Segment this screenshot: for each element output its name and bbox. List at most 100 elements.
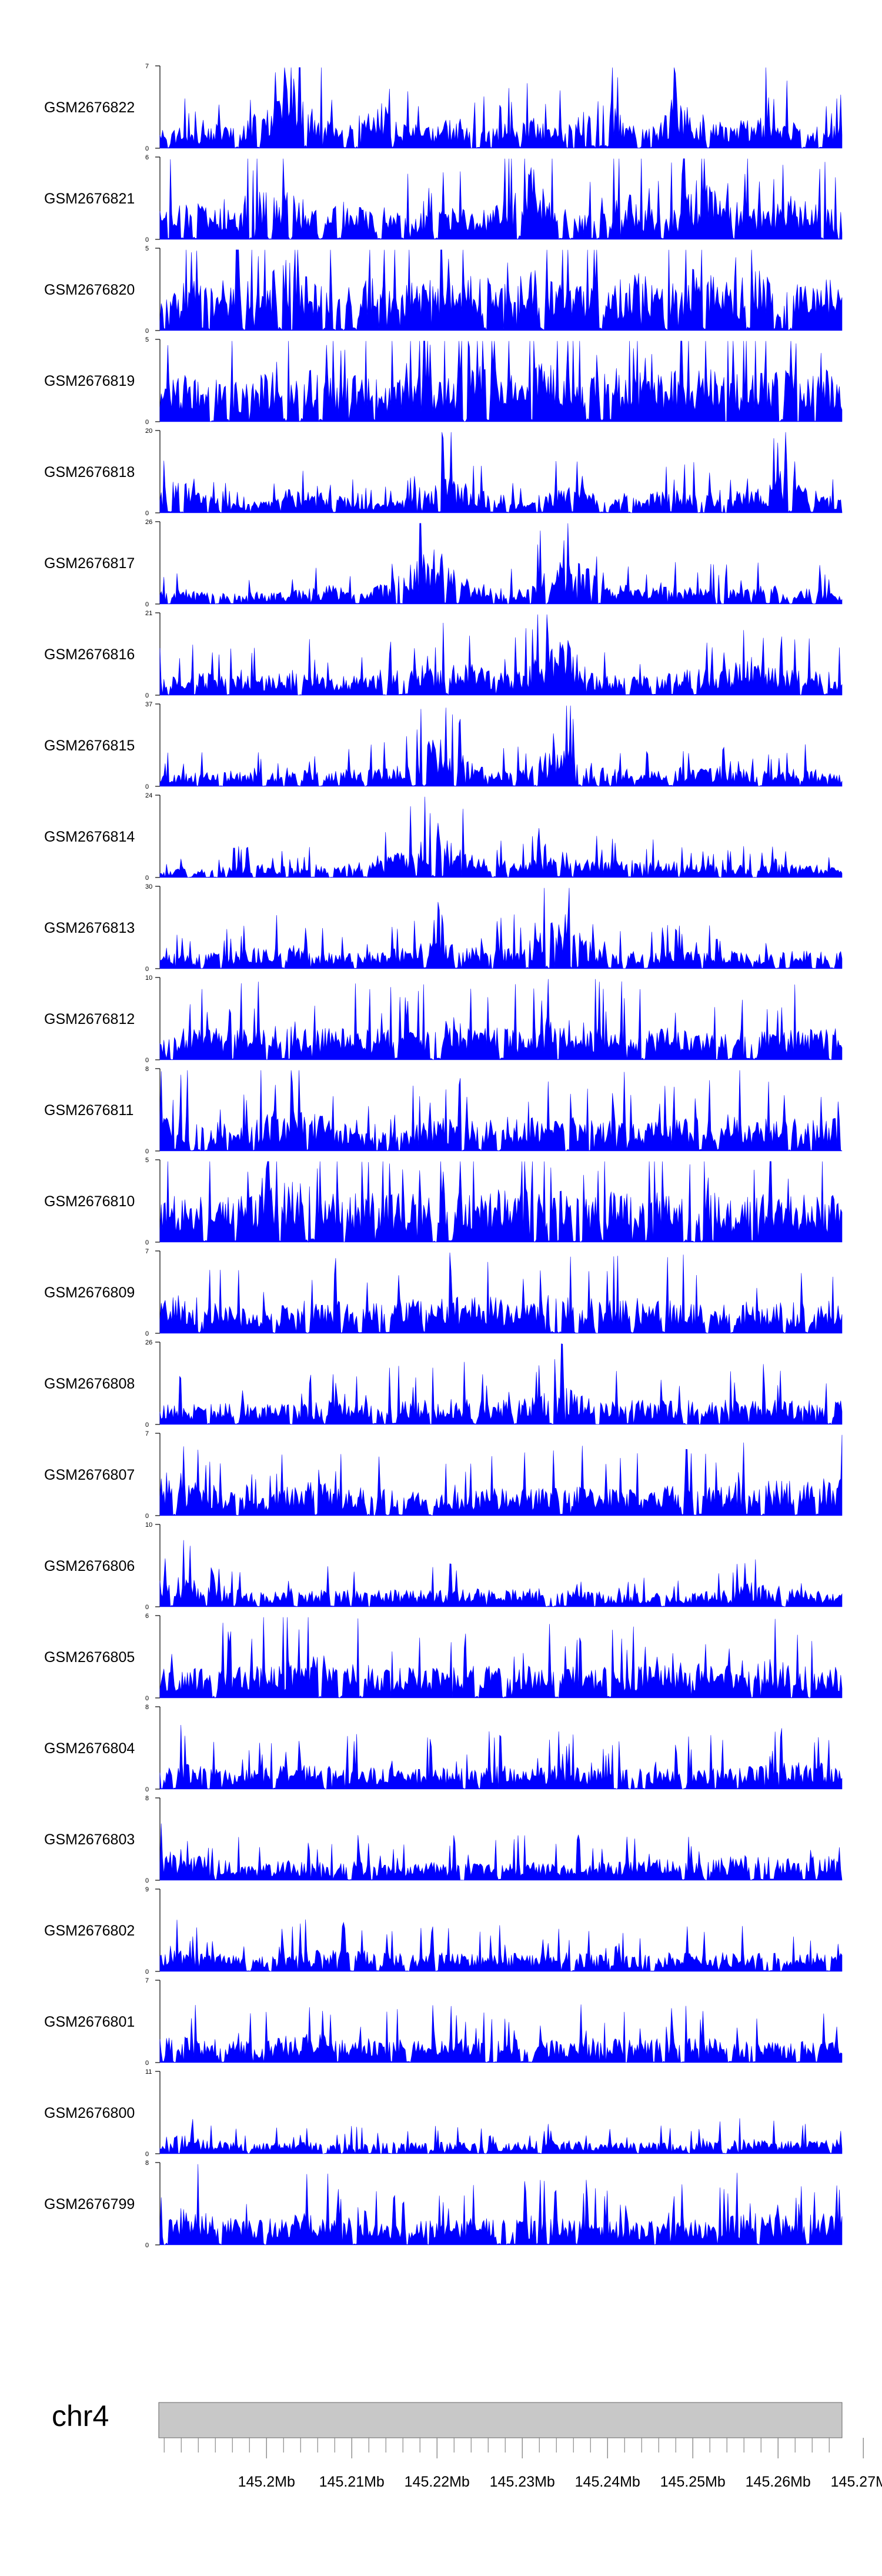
track-label: GSM2676813: [44, 920, 135, 936]
y-max-label: 30: [145, 883, 152, 890]
coverage-area: [159, 1617, 843, 1699]
coverage-track: GSM2676802 9 0: [44, 1886, 843, 1976]
coverage-track: GSM2676817 26 0: [44, 519, 843, 608]
y-min-label: 0: [145, 783, 149, 790]
coverage-area: [159, 523, 843, 605]
y-min-label: 0: [145, 1422, 149, 1429]
y-max-label: 10: [145, 1521, 152, 1529]
y-min-label: 0: [145, 1968, 149, 1976]
y-max-label: 9: [145, 1886, 149, 1893]
genome-tick-label: 145.23Mb: [490, 2474, 555, 2490]
track-label: GSM2676807: [44, 1467, 135, 1483]
y-min-label: 0: [145, 1695, 149, 1702]
coverage-track: GSM2676804 8 0: [44, 1704, 843, 1793]
chromosome-ideogram: [158, 2402, 843, 2438]
y-min-label: 0: [145, 2060, 149, 2067]
track-label: GSM2676810: [44, 1193, 135, 1210]
y-min-label: 0: [145, 692, 149, 699]
y-max-label: 7: [145, 1977, 149, 1984]
coverage-track: GSM2676805 6 0: [44, 1613, 843, 1702]
y-min-label: 0: [145, 236, 149, 243]
genome-axis: chr4 145.2Mb 145.21Mb 145.22Mb 145.23Mb 145.…: [52, 2400, 882, 2490]
coverage-track: GSM2676800 11 0: [44, 2068, 843, 2158]
y-min-label: 0: [145, 1330, 149, 1337]
y-max-label: 7: [145, 63, 149, 70]
genome-tick-label: 145.25Mb: [660, 2474, 726, 2490]
y-min-label: 0: [145, 419, 149, 426]
coverage-area: [159, 1161, 843, 1243]
y-max-label: 8: [145, 1795, 149, 1802]
coverage-track: GSM2676814 24 0: [44, 792, 843, 882]
y-max-label: 21: [145, 610, 152, 617]
y-max-label: 5: [145, 336, 149, 343]
track-label: GSM2676820: [44, 282, 135, 298]
y-max-label: 8: [145, 1066, 149, 1073]
y-min-label: 0: [145, 1604, 149, 1611]
coverage-area: [159, 1724, 843, 1790]
coverage-area: [159, 1070, 843, 1152]
track-label: GSM2676812: [44, 1011, 135, 1027]
coverage-area: [159, 614, 843, 696]
coverage-tracks: GSM267682270GSM267682160GSM267682050GSM2…: [44, 63, 843, 2249]
coverage-area: [159, 2118, 843, 2154]
y-min-label: 0: [145, 2242, 149, 2249]
coverage-area: [159, 2004, 843, 2063]
coverage-track: GSM2676820 5 0: [44, 245, 843, 335]
track-label: GSM2676800: [44, 2105, 135, 2121]
coverage-track: GSM2676810 5 0: [44, 1157, 843, 1246]
coverage-track: GSM2676803 8 0: [44, 1795, 843, 1884]
track-label: GSM2676821: [44, 191, 135, 207]
coverage-area: [159, 432, 843, 513]
y-max-label: 6: [145, 1613, 149, 1620]
y-min-label: 0: [145, 328, 149, 335]
coverage-area: [159, 158, 843, 240]
track-label: GSM2676816: [44, 646, 135, 663]
coverage-area: [159, 67, 843, 149]
track-label: GSM2676818: [44, 464, 135, 481]
track-label: GSM2676799: [44, 2196, 135, 2213]
y-max-label: 37: [145, 701, 152, 708]
track-label: GSM2676817: [44, 555, 135, 572]
coverage-track: GSM2676821 6 0: [44, 154, 843, 243]
genome-tick-label: 145.26Mb: [746, 2474, 811, 2490]
y-max-label: 8: [145, 1704, 149, 1711]
y-max-label: 24: [145, 792, 152, 799]
coverage-area: [159, 887, 843, 969]
coverage-area: [159, 705, 843, 787]
coverage-area: [159, 1343, 843, 1425]
coverage-area: [159, 1823, 843, 1881]
track-label: GSM2676808: [44, 1376, 135, 1392]
y-max-label: 6: [145, 154, 149, 161]
coverage-track: GSM2676818 20 0: [44, 428, 843, 517]
coverage-track: GSM2676813 30 0: [44, 883, 843, 973]
track-label: GSM2676802: [44, 1923, 135, 1939]
y-max-label: 11: [145, 2068, 152, 2076]
y-min-label: 0: [145, 145, 149, 152]
track-label: GSM2676814: [44, 829, 135, 845]
y-min-label: 0: [145, 510, 149, 517]
track-label: GSM2676815: [44, 738, 135, 754]
chromosome-label: chr4: [52, 2400, 109, 2432]
coverage-area: [159, 1919, 843, 1972]
coverage-area: [159, 2164, 843, 2245]
coverage-track: GSM2676819 5 0: [44, 336, 843, 426]
coverage-track: GSM2676822 7 0: [44, 63, 843, 152]
y-min-label: 0: [145, 1148, 149, 1155]
y-max-label: 5: [145, 1157, 149, 1164]
coverage-area: [159, 796, 843, 878]
coverage-track: GSM2676811 8 0: [44, 1066, 843, 1155]
y-min-label: 0: [145, 2151, 149, 2158]
y-max-label: 5: [145, 245, 149, 252]
track-label: GSM2676805: [44, 1649, 135, 1666]
coverage-track: GSM2676815 37 0: [44, 701, 843, 790]
genome-tick-label: 145.2Mb: [238, 2474, 295, 2490]
y-max-label: 7: [145, 1430, 149, 1437]
coverage-track: GSM2676801 7 0: [44, 1977, 843, 2067]
genome-tick-label: 145.24Mb: [575, 2474, 640, 2490]
track-label: GSM2676801: [44, 2014, 135, 2030]
y-min-label: 0: [145, 966, 149, 973]
y-min-label: 0: [145, 875, 149, 882]
genome-ticks: 145.2Mb 145.21Mb 145.22Mb 145.23Mb 145.24Mb 1…: [163, 2438, 882, 2490]
track-label: GSM2676803: [44, 1831, 135, 1848]
